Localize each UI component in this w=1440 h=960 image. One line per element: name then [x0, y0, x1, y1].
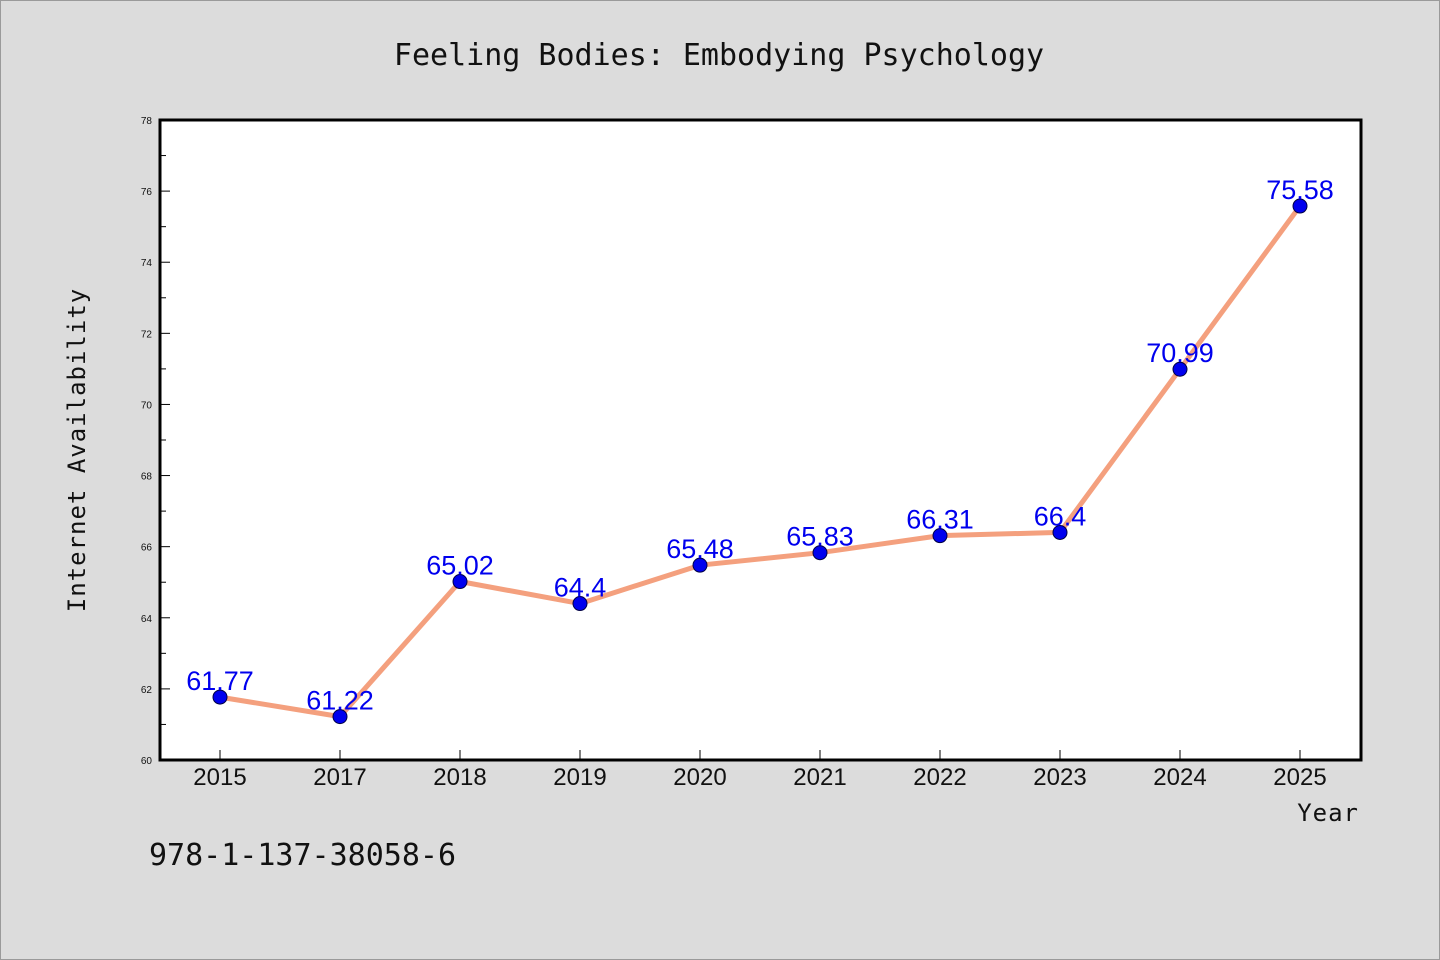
data-label: 61.77 — [186, 666, 254, 696]
x-tick-label: 2015 — [193, 764, 246, 791]
y-tick-label: 60 — [141, 756, 153, 767]
data-point-marker — [452, 574, 468, 590]
x-tick-label: 2018 — [433, 764, 486, 791]
data-point-marker — [1172, 361, 1188, 377]
x-tick-label: 2017 — [313, 764, 366, 791]
x-tick-label: 2020 — [673, 764, 726, 791]
x-tick-label: 2021 — [793, 764, 846, 791]
data-point-marker — [812, 545, 828, 561]
x-tick-label: 2024 — [1153, 764, 1206, 791]
data-point-marker — [1292, 198, 1308, 214]
y-tick-label: 76 — [141, 187, 153, 198]
data-point-marker — [212, 689, 228, 705]
data-point-marker — [332, 709, 348, 725]
x-axis-title: Year — [1297, 799, 1359, 827]
data-label: 65.83 — [786, 522, 854, 552]
data-label: 66.4 — [1034, 501, 1087, 531]
data-label: 66.31 — [906, 505, 974, 535]
data-labels: 61.77 61.22 65.02 64.4 65.48 65.83 66.31 66.4 70… — [186, 175, 1334, 716]
x-tick-label: 2019 — [553, 764, 606, 791]
data-label: 65.02 — [426, 551, 494, 581]
x-axis: 2015 2017 2018 2019 2020 2021 2022 2023 2024 2025 — [193, 750, 1327, 791]
data-point-marker — [572, 596, 588, 612]
data-point-marker — [692, 557, 708, 573]
isbn-text: 978-1-137-38058-6 — [149, 838, 456, 873]
x-tick-label: 2025 — [1273, 764, 1326, 791]
y-tick-label: 72 — [141, 329, 153, 340]
x-tick-label: 2023 — [1033, 764, 1086, 791]
series-line — [217, 203, 1303, 720]
data-label: 65.48 — [666, 534, 734, 564]
data-label: 61.22 — [306, 686, 374, 716]
y-tick-label: 66 — [141, 543, 153, 554]
data-label: 75.58 — [1266, 175, 1334, 205]
y-tick-label: 68 — [141, 472, 153, 483]
y-tick-label: 64 — [141, 614, 153, 625]
y-axis: 60 62 64 66 68 70 72 74 76 78 — [141, 116, 170, 767]
y-tick-label: 70 — [141, 400, 153, 411]
data-label: 70.99 — [1146, 338, 1214, 368]
y-axis-title: Internet Availability — [63, 288, 91, 612]
plot-area — [158, 118, 1363, 762]
data-point-marker — [932, 528, 948, 544]
y-tick-label: 74 — [141, 258, 153, 269]
data-point-marker — [1052, 524, 1068, 540]
series-markers — [212, 198, 1308, 725]
y-tick-label: 62 — [141, 685, 153, 696]
x-tick-label: 2022 — [913, 764, 966, 791]
data-label: 64.4 — [554, 573, 607, 603]
y-tick-label: 78 — [141, 116, 153, 127]
chart-title: Feeling Bodies: Embodying Psychology — [394, 38, 1044, 73]
